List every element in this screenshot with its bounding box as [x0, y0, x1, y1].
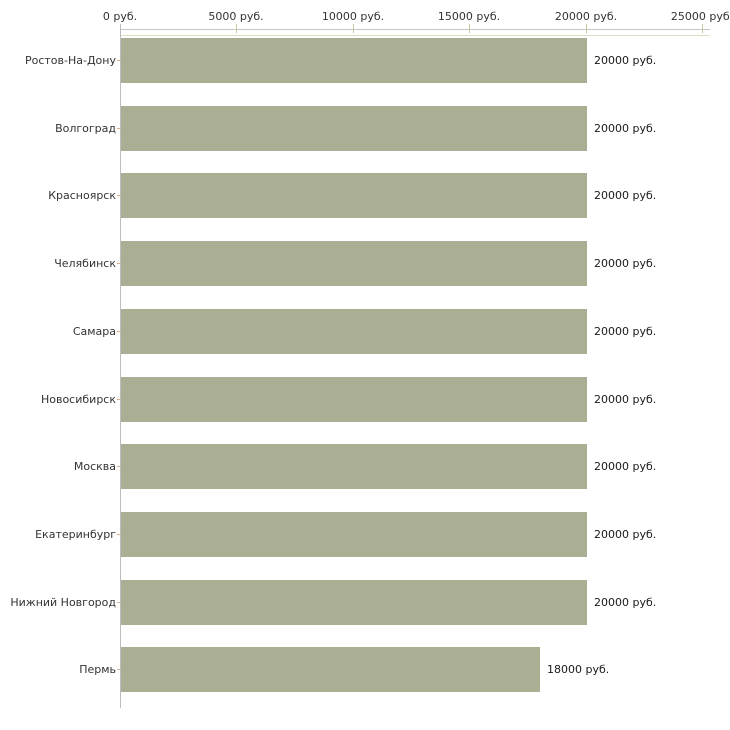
value-label: 20000 руб. — [594, 257, 657, 270]
chart-row: Волгоград 20000 руб. — [0, 106, 730, 151]
value-label: 20000 руб. — [594, 393, 657, 406]
chart-row: Ростов-На-Дону 20000 руб. — [0, 38, 730, 83]
value-label: 20000 руб. — [594, 325, 657, 338]
bar — [121, 38, 587, 83]
x-axis-tick-label: 10000 руб. — [321, 10, 385, 23]
x-axis-line — [120, 29, 710, 30]
chart-row: Самара 20000 руб. — [0, 309, 730, 354]
category-tick-mark — [117, 331, 121, 332]
category-tick-mark — [117, 602, 121, 603]
bar — [121, 647, 540, 692]
category-tick-mark — [117, 195, 121, 196]
category-tick-mark — [117, 399, 121, 400]
bar — [121, 377, 587, 422]
category-label: Пермь — [79, 663, 116, 676]
y-axis-line — [120, 25, 121, 708]
x-axis-tick-mark — [469, 24, 470, 33]
plot-area-top-border — [120, 35, 710, 36]
value-label: 20000 руб. — [594, 54, 657, 67]
bar — [121, 580, 587, 625]
category-label: Челябинск — [54, 257, 116, 270]
chart-row: Красноярск 20000 руб. — [0, 173, 730, 218]
category-label: Волгоград — [55, 122, 116, 135]
category-label: Екатеринбург — [35, 528, 116, 541]
category-tick-mark — [117, 128, 121, 129]
x-axis-tick-label: 0 руб. — [102, 10, 138, 23]
category-label: Нижний Новгород — [10, 596, 116, 609]
x-axis-tick-mark — [702, 24, 703, 33]
category-tick-mark — [117, 466, 121, 467]
category-label: Москва — [73, 460, 116, 473]
chart-row: Екатеринбург 20000 руб. — [0, 512, 730, 557]
x-axis-tick-label: 20000 руб. — [554, 10, 618, 23]
chart-row: Москва 20000 руб. — [0, 444, 730, 489]
chart-row: Пермь 18000 руб. — [0, 647, 730, 692]
x-axis-tick-mark — [353, 24, 354, 33]
bar — [121, 173, 587, 218]
x-axis-tick-mark — [586, 24, 587, 33]
category-tick-mark — [117, 263, 121, 264]
chart-row: Челябинск 20000 руб. — [0, 241, 730, 286]
bar — [121, 106, 587, 151]
category-tick-mark — [117, 669, 121, 670]
x-axis-tick-label: 15000 руб. — [437, 10, 501, 23]
chart-row: Нижний Новгород 20000 руб. — [0, 580, 730, 625]
category-tick-mark — [117, 534, 121, 535]
value-label: 20000 руб. — [594, 189, 657, 202]
value-label: 18000 руб. — [547, 663, 610, 676]
bar — [121, 309, 587, 354]
chart-row: Новосибирск 20000 руб. — [0, 377, 730, 422]
bar — [121, 444, 587, 489]
category-label: Новосибирск — [40, 393, 116, 406]
category-label: Ростов-На-Дону — [24, 54, 116, 67]
bar — [121, 512, 587, 557]
x-axis-tick-label: 25000 руб. — [670, 10, 730, 23]
value-label: 20000 руб. — [594, 460, 657, 473]
x-axis-tick-mark — [236, 24, 237, 33]
category-tick-mark — [117, 60, 121, 61]
bar — [121, 241, 587, 286]
x-axis-tick-label: 5000 руб. — [208, 10, 264, 23]
value-label: 20000 руб. — [594, 122, 657, 135]
value-label: 20000 руб. — [594, 528, 657, 541]
category-label: Самара — [72, 325, 116, 338]
value-label: 20000 руб. — [594, 596, 657, 609]
category-label: Красноярск — [48, 189, 116, 202]
